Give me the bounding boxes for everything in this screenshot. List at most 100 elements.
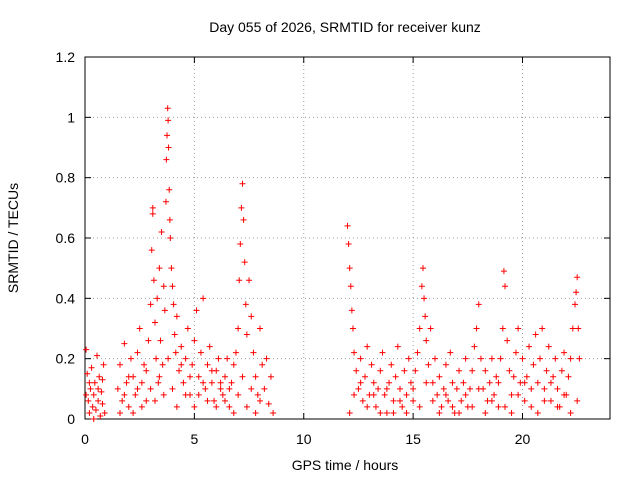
- data-point: [235, 325, 242, 332]
- data-point: [213, 403, 220, 410]
- data-point: [488, 397, 495, 404]
- data-point: [147, 385, 154, 392]
- data-point: [165, 144, 172, 151]
- data-point: [90, 391, 97, 398]
- data-point: [561, 391, 568, 398]
- data-point: [547, 397, 554, 404]
- data-point: [114, 385, 121, 392]
- data-point: [473, 325, 480, 332]
- data-point: [248, 313, 255, 320]
- data-point: [254, 391, 261, 398]
- data-point: [447, 349, 454, 356]
- data-point: [377, 409, 384, 416]
- data-point: [512, 349, 519, 356]
- data-point: [222, 373, 228, 380]
- data-point: [407, 379, 414, 386]
- chart-title: Day 055 of 2026, SRMTID for receiver kun…: [209, 19, 481, 35]
- data-point: [550, 373, 557, 380]
- data-point: [567, 355, 574, 362]
- x-tick-label: 15: [405, 431, 421, 447]
- data-point: [236, 277, 243, 284]
- data-point: [121, 391, 128, 398]
- data-point: [567, 409, 574, 416]
- data-point: [534, 409, 541, 416]
- data-point: [134, 385, 141, 392]
- data-point: [145, 337, 152, 344]
- data-point: [149, 204, 156, 211]
- data-point: [147, 301, 154, 308]
- data-point: [156, 265, 163, 272]
- data-point: [152, 397, 158, 404]
- data-point: [348, 307, 355, 314]
- data-point: [173, 313, 180, 320]
- data-point: [166, 216, 173, 223]
- data-point: [362, 373, 368, 380]
- data-point: [574, 397, 581, 404]
- data-point: [99, 376, 106, 383]
- data-point: [364, 343, 371, 350]
- data-point: [526, 343, 533, 350]
- x-axis-label: GPS time / hours: [292, 457, 399, 473]
- data-point: [506, 367, 513, 374]
- data-point: [235, 391, 242, 398]
- grid: [85, 57, 610, 419]
- data-point: [502, 283, 508, 290]
- data-point: [554, 385, 561, 392]
- x-tick-label: 5: [190, 431, 198, 447]
- data-point: [184, 325, 191, 332]
- data-point: [508, 391, 515, 398]
- data-point: [460, 379, 467, 386]
- data-point: [401, 367, 408, 374]
- data-point: [239, 180, 246, 187]
- data-point: [515, 391, 522, 398]
- data-point: [545, 343, 552, 350]
- data-point: [176, 367, 183, 374]
- data-point: [346, 409, 353, 416]
- data-point: [403, 409, 410, 416]
- data-point: [230, 409, 237, 416]
- data-point: [138, 379, 145, 386]
- data-point: [123, 379, 130, 386]
- data-point: [521, 379, 528, 386]
- data-point: [572, 301, 578, 308]
- data-point: [346, 265, 353, 272]
- data-point: [243, 331, 250, 338]
- data-point: [172, 349, 179, 356]
- data-point: [267, 373, 274, 380]
- data-point: [397, 385, 403, 392]
- data-point: [208, 379, 215, 386]
- data-point: [574, 274, 581, 281]
- data-point: [182, 391, 189, 398]
- data-point: [576, 355, 583, 362]
- data-point: [486, 379, 493, 386]
- data-point: [438, 403, 445, 410]
- data-point: [383, 409, 390, 416]
- data-point: [187, 373, 193, 380]
- data-point: [160, 283, 167, 290]
- axis-ticks: 0 0.2 0.4 0.6 0.8 1 1.2 0 5 10 15 20: [56, 49, 610, 447]
- data-point: [412, 367, 419, 374]
- data-point: [148, 247, 155, 254]
- data-point: [204, 397, 211, 404]
- data-point: [423, 337, 430, 344]
- data-point: [178, 361, 185, 368]
- data-point: [248, 385, 255, 392]
- data-point: [149, 210, 156, 217]
- data-point: [377, 367, 384, 374]
- data-point: [240, 216, 247, 223]
- data-point: [482, 409, 489, 416]
- data-point: [157, 337, 164, 344]
- y-tick-label: 0: [67, 411, 75, 427]
- data-point: [445, 397, 452, 404]
- data-point: [204, 361, 211, 368]
- data-point: [155, 379, 162, 386]
- data-point: [92, 406, 99, 413]
- data-point: [191, 337, 198, 344]
- data-point: [87, 385, 94, 392]
- data-point: [440, 385, 447, 392]
- data-point: [397, 397, 403, 404]
- data-point: [88, 364, 95, 371]
- data-point: [211, 397, 218, 404]
- data-point: [510, 373, 517, 380]
- y-tick-label: 0.6: [56, 230, 76, 246]
